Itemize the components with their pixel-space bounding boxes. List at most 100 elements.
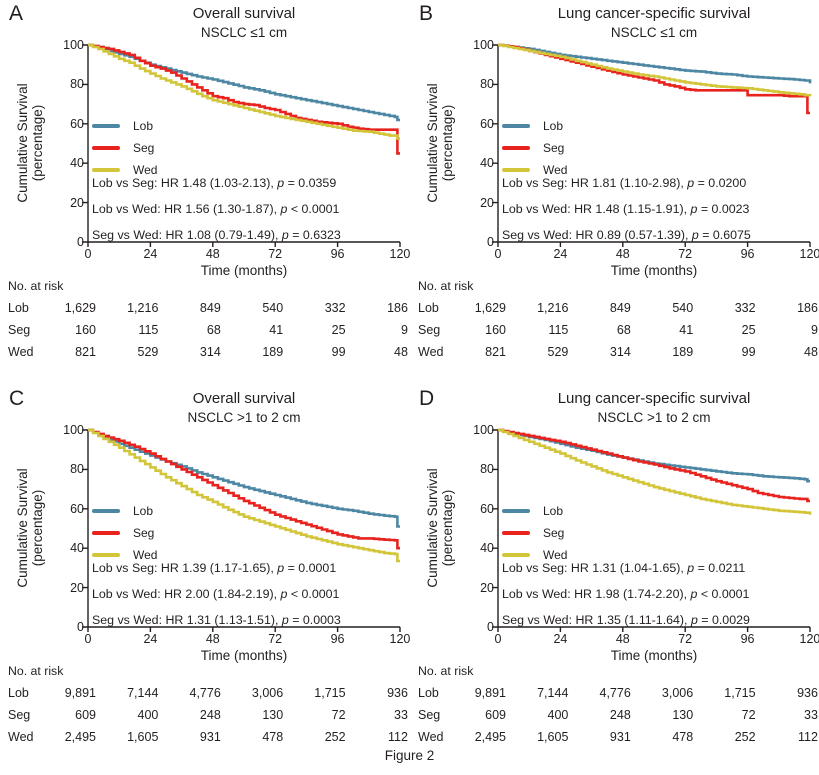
legend: Lob Seg Wed	[92, 115, 157, 181]
legend-item-wed: Wed	[92, 159, 157, 181]
risk-row-seg: Seg 609 400 248 130 72 33	[8, 708, 408, 722]
wed-line-swatch-icon	[92, 168, 120, 172]
hr-stat-line: Lob vs Wed: HR 2.00 (1.84-2.19), p < 0.0…	[92, 587, 340, 601]
risk-table-header: No. at risk	[418, 279, 474, 293]
hr-stat-line: Lob vs Seg: HR 1.48 (1.03-2.13), p = 0.0…	[92, 176, 337, 190]
legend-item-lob: Lob	[502, 500, 567, 522]
panel-letter: A	[9, 2, 24, 25]
seg-line-swatch-icon	[502, 146, 530, 150]
lob-line-swatch-icon	[92, 124, 120, 128]
legend-label: Lob	[133, 504, 154, 518]
risk-row-seg: Seg 160 115 68 41 25 9	[8, 323, 408, 337]
hr-stat-line: Seg vs Wed: HR 0.89 (0.57-1.39), p = 0.6…	[502, 228, 751, 242]
x-axis-label: Time (months)	[200, 648, 288, 663]
risk-row-wed: Wed 2,495 1,605 931 478 252 112	[8, 730, 408, 744]
hr-stat-line: Lob vs Seg: HR 1.39 (1.17-1.65), p = 0.0…	[92, 561, 337, 575]
hr-stat-line: Lob vs Wed: HR 1.56 (1.30-1.87), p < 0.0…	[92, 202, 340, 216]
hr-stat-line: Seg vs Wed: HR 1.31 (1.13-1.51), p = 0.0…	[92, 613, 341, 627]
legend-label: Lob	[133, 119, 154, 133]
x-axis-tick-labels: 0 24 48 72 96 120	[84, 632, 411, 646]
panel-title: Overall survival	[192, 390, 296, 407]
x-axis-tick-labels: 0 24 48 72 96 120	[494, 247, 819, 261]
legend-item-seg: Seg	[502, 137, 567, 159]
legend-item-seg: Seg	[92, 522, 157, 544]
hr-stat-line: Lob vs Wed: HR 1.98 (1.74-2.20), p < 0.0…	[502, 587, 750, 601]
legend-label: Wed	[543, 548, 568, 562]
legend-label: Lob	[543, 504, 564, 518]
y-axis-tick-labels: 100 80 60 40 20 0	[473, 423, 494, 634]
risk-row-wed: Wed 2,495 1,605 931 478 252 112	[418, 730, 818, 744]
risk-row-lob: Lob 1,629 1,216 849 540 332 186	[8, 301, 408, 315]
hr-stat-line: Seg vs Wed: HR 1.08 (0.79-1.49), p = 0.6…	[92, 228, 341, 242]
x-axis-tick-labels: 0 24 48 72 96 120	[494, 632, 819, 646]
legend: Lob Seg Wed	[92, 500, 157, 566]
risk-row-wed: Wed 821 529 314 189 99 48	[418, 345, 818, 359]
risk-table-header: No. at risk	[8, 664, 64, 678]
risk-table-header: No. at risk	[418, 664, 474, 678]
seg-line-swatch-icon	[92, 531, 120, 535]
legend-label: Seg	[543, 141, 565, 155]
x-axis-label: Time (months)	[610, 263, 698, 278]
risk-row-lob: Lob 9,891 7,144 4,776 3,006 1,715 936	[418, 686, 818, 700]
legend-label: Lob	[543, 119, 564, 133]
panel-letter: B	[419, 2, 434, 25]
panel-a: A Overall survival NSCLC ≤1 cm Cumulativ…	[0, 0, 410, 360]
legend-item-lob: Lob	[502, 115, 567, 137]
x-axis-label: Time (months)	[200, 263, 288, 278]
risk-row-seg: Seg 609 400 248 130 72 33	[418, 708, 818, 722]
legend-label: Wed	[133, 548, 158, 562]
y-axis-tick-labels: 100 80 60 40 20 0	[63, 38, 84, 249]
legend-label: Seg	[133, 526, 155, 540]
legend: Lob Seg Wed	[502, 500, 567, 566]
risk-row-wed: Wed 821 529 314 189 99 48	[8, 345, 408, 359]
hr-stat-line: Lob vs Wed: HR 1.48 (1.15-1.91), p = 0.0…	[502, 202, 750, 216]
legend-item-seg: Seg	[92, 137, 157, 159]
seg-line-swatch-icon	[92, 146, 120, 150]
panel-subtitle: NSCLC ≤1 cm	[610, 25, 698, 40]
risk-row-lob: Lob 1,629 1,216 849 540 332 186	[418, 301, 818, 315]
figure-caption: Figure 2	[384, 748, 435, 763]
panel-letter: D	[419, 387, 435, 410]
legend-item-lob: Lob	[92, 115, 157, 137]
risk-table-header: No. at risk	[8, 279, 64, 293]
risk-row-seg: Seg 160 115 68 41 25 9	[418, 323, 818, 337]
panel-subtitle: NSCLC >1 to 2 cm	[597, 410, 711, 425]
y-axis-tick-labels: 100 80 60 40 20 0	[473, 38, 494, 249]
panel-title: Lung cancer-specific survival	[557, 390, 751, 407]
lob-line-swatch-icon	[92, 509, 120, 513]
panel-c: C Overall survival NSCLC >1 to 2 cm Cumu…	[0, 385, 410, 745]
hr-stat-line: Lob vs Seg: HR 1.31 (1.04-1.65), p = 0.0…	[502, 561, 746, 575]
wed-line-swatch-icon	[92, 553, 120, 557]
wed-line-swatch-icon	[502, 553, 530, 557]
km-plot	[492, 428, 812, 632]
lob-line-swatch-icon	[502, 124, 530, 128]
legend-label: Seg	[133, 141, 155, 155]
lob-line-swatch-icon	[502, 509, 530, 513]
km-plot	[82, 428, 401, 632]
panel-title: Lung cancer-specific survival	[557, 5, 751, 22]
wed-line-swatch-icon	[502, 168, 530, 172]
panel-letter: C	[9, 387, 25, 410]
legend-item-lob: Lob	[92, 500, 157, 522]
legend-item-wed: Wed	[92, 544, 157, 566]
legend: Lob Seg Wed	[502, 115, 567, 181]
panel-d: D Lung cancer-specific survival NSCLC >1…	[410, 385, 819, 745]
legend-item-seg: Seg	[502, 522, 567, 544]
legend-item-wed: Wed	[502, 159, 567, 181]
legend-label: Wed	[543, 163, 568, 177]
y-axis-tick-labels: 100 80 60 40 20 0	[63, 423, 84, 634]
panel-b: B Lung cancer-specific survival NSCLC ≤1…	[410, 0, 819, 360]
hr-stat-line: Seg vs Wed: HR 1.35 (1.11-1.64), p = 0.0…	[502, 613, 750, 627]
legend-label: Wed	[133, 163, 158, 177]
x-axis-tick-labels: 0 24 48 72 96 120	[84, 247, 411, 261]
legend-label: Seg	[543, 526, 565, 540]
seg-line-swatch-icon	[502, 531, 530, 535]
legend-item-wed: Wed	[502, 544, 567, 566]
km-plot	[492, 43, 812, 247]
km-plot	[82, 43, 401, 247]
x-axis-label: Time (months)	[610, 648, 698, 663]
panel-subtitle: NSCLC >1 to 2 cm	[187, 410, 301, 425]
panel-subtitle: NSCLC ≤1 cm	[200, 25, 288, 40]
panel-title: Overall survival	[192, 5, 296, 22]
hr-stat-line: Lob vs Seg: HR 1.81 (1.10-2.98), p = 0.0…	[502, 176, 747, 190]
